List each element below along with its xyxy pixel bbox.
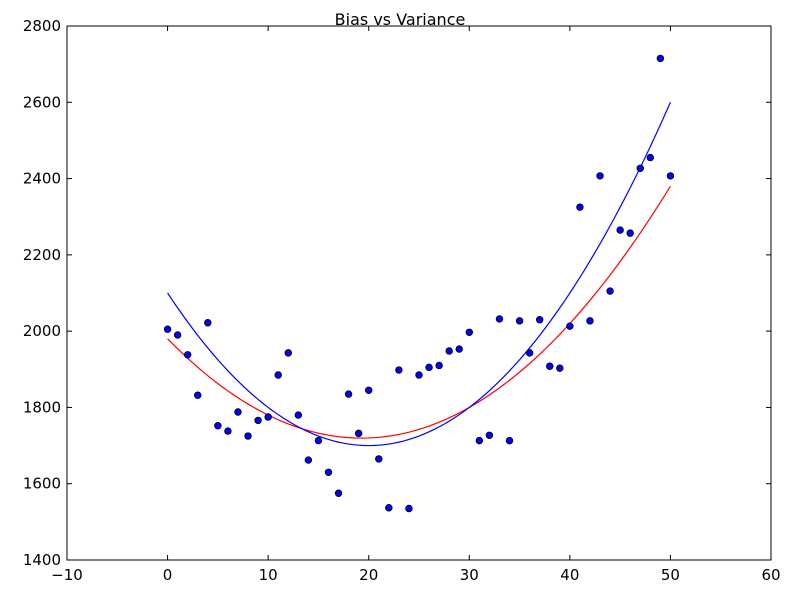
- x-tick-label: 0: [163, 566, 173, 584]
- scatter-point: [344, 390, 353, 398]
- scatter-point: [385, 504, 393, 512]
- scatter-point: [284, 349, 292, 357]
- scatter-point: [606, 287, 614, 295]
- x-tick-label: −10: [51, 566, 83, 584]
- scatter-point: [626, 229, 634, 237]
- scatter-point: [224, 427, 232, 435]
- x-tick-label: 50: [661, 566, 680, 584]
- x-tick-label: 20: [359, 566, 378, 584]
- scatter-point: [405, 504, 413, 513]
- plot-area: [163, 54, 675, 513]
- scatter-point: [546, 362, 554, 370]
- scatter-point: [314, 436, 323, 445]
- scatter-point: [395, 366, 403, 374]
- scatter-point: [485, 431, 494, 439]
- scatter-point: [214, 422, 222, 430]
- axes-frame: [66, 25, 772, 561]
- chart-title: Bias vs Variance: [335, 10, 466, 29]
- y-tick-label: 1400: [23, 551, 61, 569]
- scatter-point: [324, 468, 333, 476]
- scatter-point: [163, 325, 172, 333]
- x-tick-label: 30: [460, 566, 479, 584]
- y-tick-label: 1800: [23, 398, 61, 416]
- scatter-point: [515, 317, 524, 325]
- scatter-point: [616, 226, 624, 234]
- scatter-point: [183, 351, 192, 359]
- scatter-point: [576, 203, 584, 211]
- scatter-point: [375, 455, 383, 463]
- y-tick-label: 2000: [23, 322, 61, 340]
- scatter-point: [596, 172, 604, 180]
- axis-ticks: −10 0 10 20 30 40 50 60 1400 1600 1800 2000 2200 2400…: [23, 17, 781, 584]
- scatter-point: [435, 361, 443, 370]
- scatter-point: [234, 408, 242, 416]
- x-tick-label: 10: [259, 566, 278, 584]
- scatter-point: [334, 489, 343, 497]
- x-tick-label: 40: [560, 566, 579, 584]
- scatter-point: [354, 429, 363, 438]
- y-tick-label: 2600: [23, 93, 61, 111]
- scatter-point: [505, 436, 514, 445]
- scatter-point: [666, 172, 675, 180]
- scatter-point: [556, 364, 564, 372]
- scatter-point: [365, 386, 373, 394]
- scatter-point: [294, 411, 303, 419]
- scatter-point: [455, 345, 463, 353]
- scatter-point: [173, 331, 182, 339]
- scatter-point: [204, 319, 212, 327]
- blue-fit-curve: [167, 102, 671, 447]
- y-tick-label: 2400: [23, 170, 61, 188]
- x-tick-label: 60: [761, 566, 780, 584]
- scatter-point: [304, 456, 313, 464]
- y-tick-label: 2800: [23, 17, 61, 35]
- scatter-point: [425, 363, 433, 372]
- scatter-point: [445, 347, 453, 355]
- scatter-point: [636, 164, 644, 172]
- scatter-point: [535, 316, 544, 324]
- scatter-point: [274, 371, 282, 379]
- scatter-point: [465, 328, 473, 336]
- scatter-point: [646, 153, 655, 162]
- scatter-point: [254, 416, 262, 425]
- y-tick-label: 2200: [23, 246, 61, 264]
- scatter-point: [244, 432, 252, 440]
- scatter-point: [525, 349, 534, 357]
- scatter-point: [475, 436, 484, 445]
- scatter-point: [656, 54, 665, 63]
- scatter-point: [264, 413, 272, 421]
- scatter-point: [495, 315, 504, 323]
- red-fit-curve: [167, 185, 671, 439]
- scatter-point: [194, 391, 202, 399]
- scatter-point: [586, 317, 594, 325]
- scatter-point: [566, 322, 574, 330]
- scatter-point: [415, 371, 423, 379]
- y-tick-label: 1600: [23, 475, 61, 493]
